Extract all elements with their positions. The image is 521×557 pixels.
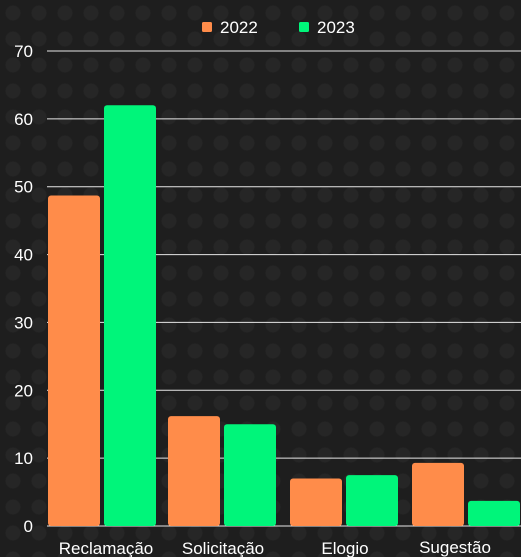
legend-label-2023: 2023 — [317, 18, 355, 37]
bar-2023-3 — [468, 500, 520, 526]
y-tick-label-70: 70 — [14, 42, 33, 61]
legend-swatch-2022 — [202, 22, 212, 32]
bars — [48, 105, 520, 527]
y-tick-label-60: 60 — [14, 110, 33, 129]
bar-2022-2 — [290, 478, 342, 526]
x-tick-label-1: Solicitação — [182, 539, 264, 557]
x-tick-label-0: Reclamação — [59, 539, 154, 557]
legend-label-2022: 2022 — [220, 18, 258, 37]
y-tick-label-50: 50 — [14, 178, 33, 197]
bar-2022-1 — [168, 416, 220, 526]
y-axis: 0 10 20 30 40 50 60 70 — [14, 42, 33, 536]
bar-2022-0 — [48, 195, 100, 527]
legend: 2022 2023 — [202, 18, 355, 37]
bar-2023-0 — [104, 105, 156, 527]
x-tick-label-2: Elogio — [321, 539, 368, 557]
legend-swatch-2023 — [299, 22, 309, 32]
bar-2023-2 — [346, 475, 398, 526]
bar-2023-1 — [224, 424, 276, 526]
bar-2022-3 — [412, 462, 464, 526]
y-tick-label-20: 20 — [14, 381, 33, 400]
y-tick-label-40: 40 — [14, 246, 33, 265]
y-tick-label-0: 0 — [24, 517, 33, 536]
y-tick-label-10: 10 — [14, 449, 33, 468]
y-tick-label-30: 30 — [14, 313, 33, 332]
x-tick-label-3: Sugestão — [419, 538, 491, 557]
x-axis: Reclamação Solicitação Elogio Sugestão — [59, 538, 491, 557]
